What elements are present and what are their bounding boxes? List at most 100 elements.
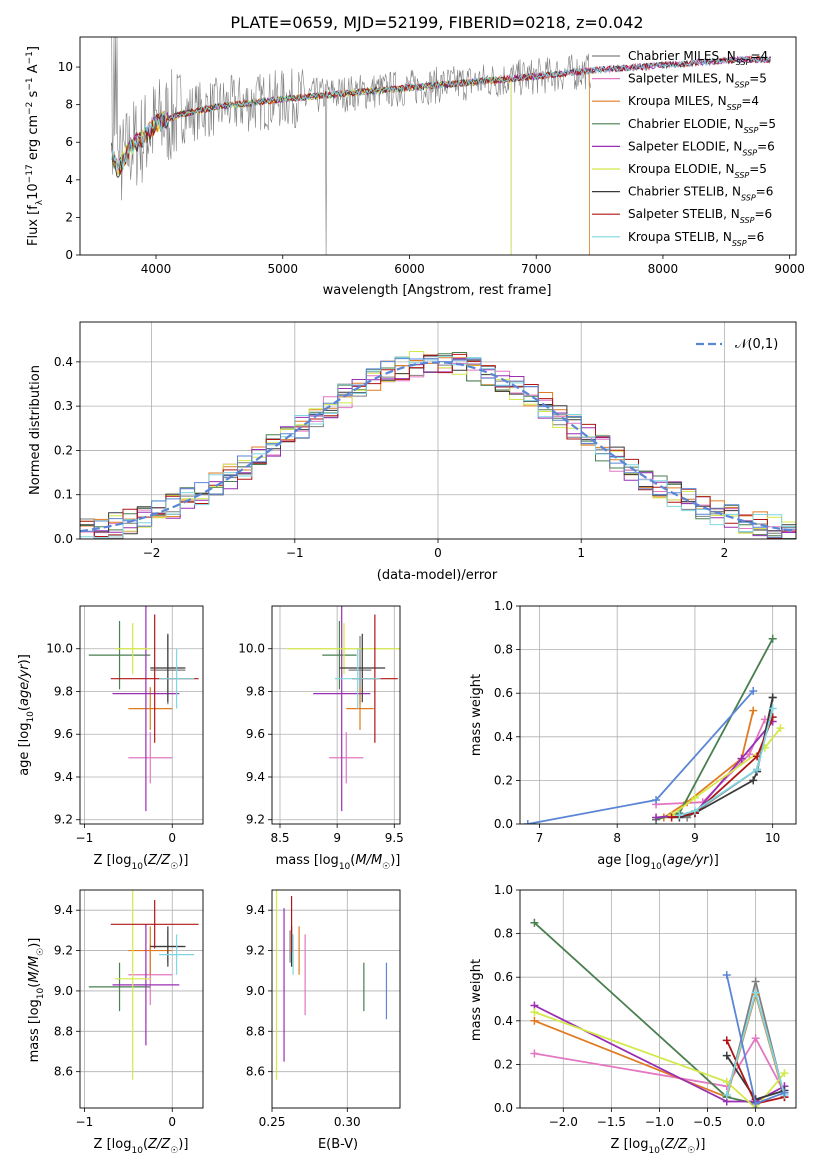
weight-line — [527, 690, 754, 824]
y-tick-label: 0.2 — [54, 443, 73, 457]
x-tick-label: 4000 — [141, 262, 172, 276]
x-tick-label: 8 — [613, 831, 621, 845]
weight-line — [679, 708, 774, 817]
weight-marker — [751, 1099, 760, 1108]
weight-marker — [690, 806, 699, 815]
y-axis-label: Flux [fλ10−17 erg cm−2 s−1 A−1] — [25, 46, 45, 246]
weight-marker — [749, 706, 758, 715]
mass-vs-extinction-panel: 0.25 0.30 8.6 8.8 9.0 9.2 9.4 E(B-V) — [246, 889, 401, 1152]
y-tick-label: 9.4 — [54, 770, 73, 784]
x-tick-label: 6000 — [394, 262, 425, 276]
x-tick-label: −1.5 — [597, 1115, 626, 1129]
plot-area — [80, 322, 796, 539]
legend-label: Chabrier STELIB, NSSP=6 — [628, 185, 773, 203]
y-tick-label: 9.4 — [246, 903, 265, 917]
y-tick-label: 6 — [65, 135, 73, 149]
model-spectrum-line — [111, 56, 771, 171]
axes-frame — [519, 605, 797, 825]
y-tick-label: 4 — [65, 173, 73, 187]
x-tick-label: 0 — [168, 1115, 176, 1129]
y-tick-label: 10.0 — [238, 642, 265, 656]
y-tick-label: 0.0 — [54, 532, 73, 546]
y-tick-label: 0 — [65, 248, 73, 262]
weight-marker — [722, 1077, 731, 1086]
plot-area — [272, 890, 400, 1108]
x-tick-label: 8000 — [648, 262, 679, 276]
weight-marker — [530, 1016, 539, 1025]
weight-marker — [768, 693, 777, 702]
x-tick-label: −1 — [76, 1115, 94, 1129]
plot-area — [80, 890, 203, 1108]
weight-marker — [780, 1069, 789, 1078]
weight-line — [655, 638, 774, 821]
spectrum-data-line — [111, 37, 591, 255]
x-tick-label: −2.0 — [549, 1115, 578, 1129]
plot-area — [111, 37, 772, 255]
histogram-step — [80, 353, 796, 539]
y-tick-label: 9.6 — [54, 727, 73, 741]
x-tick-label: 5000 — [267, 262, 298, 276]
y-tick-label: 0.2 — [494, 1057, 513, 1071]
mass-weight-vs-age-panel: 7 8 9 10 0.0 0.2 0.4 0.6 0.8 1.0 age [log10(age/yr… — [469, 599, 797, 872]
y-tick-label: 0.2 — [494, 773, 513, 787]
x-tick-label: 7 — [536, 831, 544, 845]
weight-line — [671, 727, 782, 817]
weight-marker — [722, 1090, 731, 1099]
y-tick-label: 9.2 — [246, 813, 265, 827]
weight-marker — [652, 796, 661, 805]
mass-weight-vs-metallicity-panel: −2.0 −1.5 −1.0 −0.5 0.0 0.0 0.2 0.4 0.6 0.8 1.0 Z [… — [469, 883, 797, 1156]
weight-marker — [530, 1049, 539, 1058]
y-tick-label: 10.0 — [46, 642, 73, 656]
weight-line — [656, 719, 766, 806]
weight-marker — [749, 687, 758, 696]
figure-title: PLATE=0659, MJD=52199, FIBERID=0218, z=0… — [230, 13, 643, 32]
mass-vs-metallicity-panel: −1 0 8.6 8.8 9.0 9.2 9.4 Z [log10(Z/Z☉)] mass [l… — [27, 889, 204, 1156]
x-tick-label: 2 — [721, 546, 729, 560]
x-tick-label: 0.0 — [746, 1115, 765, 1129]
weight-marker — [751, 977, 760, 986]
x-axis-label: E(B-V) — [318, 1137, 358, 1152]
y-tick-label: 8 — [65, 98, 73, 112]
x-tick-label: 0 — [168, 831, 176, 845]
weight-marker — [690, 793, 699, 802]
y-tick-label: 9.2 — [54, 944, 73, 958]
y-tick-label: 9.4 — [246, 770, 265, 784]
x-tick-label: 9000 — [774, 262, 805, 276]
y-tick-label: 8.8 — [246, 1024, 265, 1038]
x-tick-label: 9.5 — [385, 831, 404, 845]
plot-area — [520, 890, 796, 1108]
weight-marker — [768, 634, 777, 643]
x-tick-label: −0.5 — [693, 1115, 722, 1129]
x-tick-label: 0.25 — [259, 1115, 286, 1129]
x-tick-label: −1.0 — [645, 1115, 674, 1129]
y-tick-label: 0.8 — [494, 643, 513, 657]
weight-line — [533, 922, 756, 1105]
y-tick-label: 9.0 — [54, 984, 73, 998]
x-tick-label: 0.30 — [334, 1115, 361, 1129]
legend-label: Chabrier MILES, NSSP=4 — [628, 49, 768, 67]
residual-histogram-panel: −2 −1 0 1 2 0.0 0.1 0.2 0.3 0.4 (data-model)/error… — [28, 321, 797, 583]
x-axis-label: Z [log10(Z/Z☉)] — [94, 853, 189, 872]
legend-label: 𝒩(0,1) — [735, 337, 778, 352]
axes-frame — [79, 889, 204, 1109]
y-tick-label: 0.3 — [54, 399, 73, 413]
y-axis-label: mass [log10(M/M☉)] — [27, 938, 46, 1063]
x-axis-label: Z [log10(Z/Z☉)] — [94, 1137, 189, 1156]
weight-marker — [722, 1036, 731, 1045]
y-tick-label: 0.6 — [494, 686, 513, 700]
x-tick-label: −2 — [143, 546, 161, 560]
y-axis-label: mass weight — [469, 674, 484, 756]
x-tick-label: 10 — [765, 831, 780, 845]
weight-marker — [652, 813, 661, 822]
axes-frame — [79, 605, 204, 825]
y-tick-label: 0.0 — [494, 817, 513, 831]
legend-label: Kroupa STELIB, NSSP=6 — [628, 230, 764, 248]
weight-marker — [530, 1008, 539, 1017]
y-tick-label: 0.8 — [494, 927, 513, 941]
plot-area — [80, 606, 203, 824]
x-tick-label: 0 — [434, 546, 442, 560]
weight-line — [534, 1036, 786, 1094]
weight-marker — [523, 820, 532, 824]
age-vs-mass-panel: 8.5 9 9.5 9.2 9.4 9.6 9.8 10.0 mass [log10(M/M☉)… — [238, 605, 404, 872]
y-tick-label: 10 — [58, 60, 73, 74]
